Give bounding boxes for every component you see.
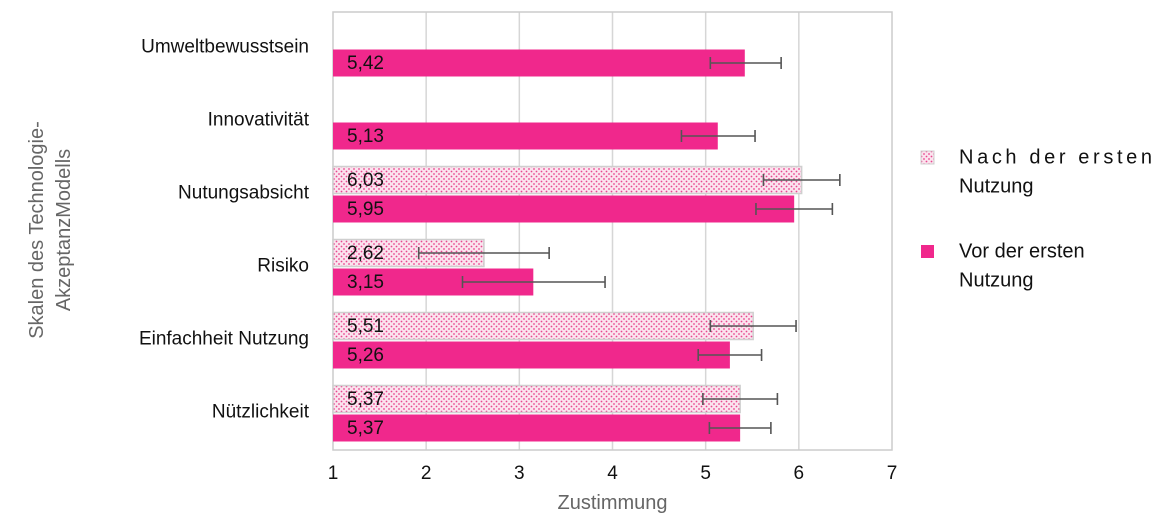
legend-label: Nutzung [959,175,1034,197]
error-bar [417,247,550,259]
error-bar [702,393,779,405]
x-axis-title: Zustimmung [557,492,667,514]
data-label: 5,26 [347,345,384,366]
bar-nach-der-ersten-nutzung [332,384,741,414]
category-label: Risiko [257,256,309,277]
error-bar [708,422,772,434]
x-tick-label: 5 [700,463,711,484]
legend-label: Nutzung [959,269,1034,291]
gridlines [425,12,800,450]
y-axis-title-line: AkzeptanzModells [53,149,75,311]
data-labels-group: 5,42 5,13 6,03 5,95 2,62 3,15 5,51 5,26 5,37 5,37 [347,53,384,439]
data-label: 3,15 [347,272,384,293]
bar-vor-der-ersten-nutzung [333,122,718,150]
data-label: 2,62 [347,243,384,264]
x-tick-label: 1 [328,463,339,484]
x-tick-label: 4 [607,463,618,484]
data-label: 5,51 [347,316,384,337]
error-bar [461,276,606,288]
y-axis-title-line: Skalen des Technologie- [26,121,48,339]
bar-nach-der-ersten-nutzung [332,311,754,341]
category-label: Nutungsabsicht [178,183,310,204]
data-label: 5,13 [347,126,384,147]
plot-area-border [332,11,893,451]
bars-group [332,49,803,442]
bar-vor-der-ersten-nutzung [333,49,745,77]
legend: Nach der ersten Nutzung Vor der ersten Nutz… [920,146,1152,291]
x-tick-label: 7 [887,463,898,484]
error-bar [709,57,782,69]
error-bar [755,203,834,215]
legend-swatch-nach [920,150,935,165]
category-label: Umweltbewusstsein [141,37,309,58]
bar-vor-der-ersten-nutzung [333,414,741,442]
data-label: 6,03 [347,170,384,191]
category-label: Nützlichkeit [212,402,310,423]
data-label: 5,37 [347,389,384,410]
category-labels-group: Umweltbewusstsein Innovativität Nutungsabs… [139,37,310,423]
category-label: Einfachheit Nutzung [139,329,309,350]
error-bar [762,174,841,186]
data-label: 5,42 [347,53,384,74]
y-axis-title: Skalen des Technologie- AkzeptanzModells [26,121,75,339]
bar-vor-der-ersten-nutzung [333,341,730,369]
legend-label: Vor der ersten [959,240,1085,262]
error-bar [680,130,756,142]
x-tick-label: 3 [514,463,525,484]
data-label: 5,95 [347,199,384,220]
data-label: 5,37 [347,418,384,439]
x-tick-labels-group: 1 2 3 4 5 6 7 [328,463,898,484]
legend-label: Nach der ersten [959,146,1152,168]
bar-nach-der-ersten-nutzung [332,165,803,195]
category-label: Innovativität [208,110,310,131]
error-bar [697,349,763,361]
error-bar [709,320,797,332]
legend-swatch-vor [921,245,934,258]
error-bars-group [417,57,841,434]
x-tick-label: 2 [421,463,432,484]
bar-vor-der-ersten-nutzung [333,195,795,223]
x-tick-label: 6 [794,463,805,484]
